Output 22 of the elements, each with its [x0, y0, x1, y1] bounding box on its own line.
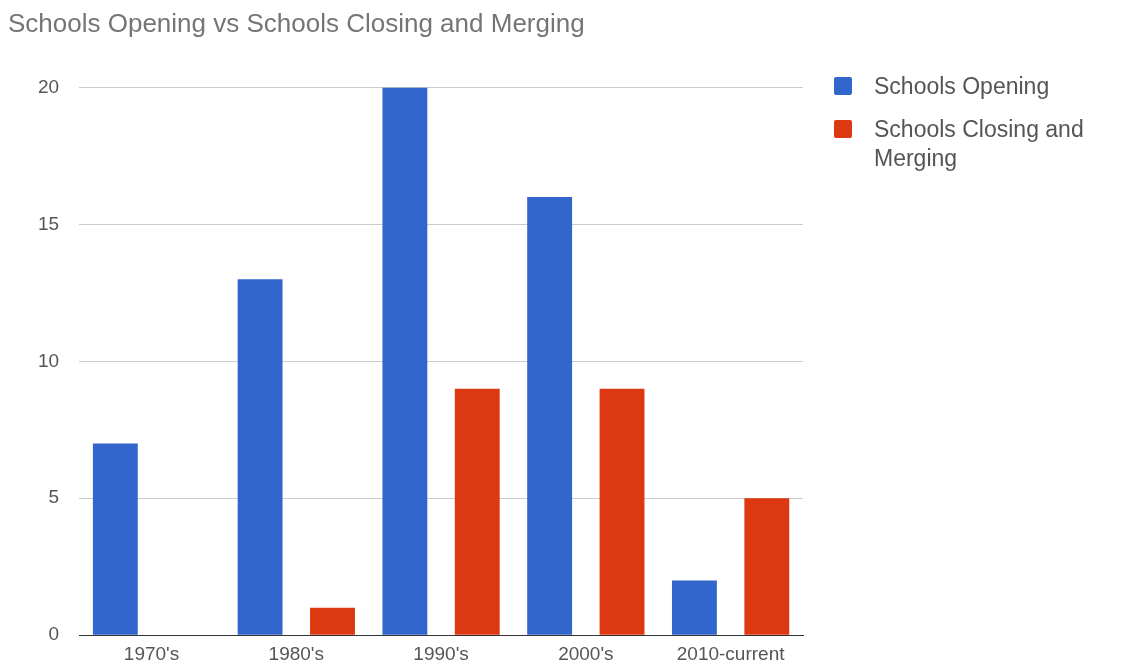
x-tick-label: 2000's	[558, 642, 614, 664]
bar	[671, 580, 717, 635]
legend-label: Schools Closing and Merging	[874, 115, 1085, 173]
x-tick-label: 1970's	[123, 642, 180, 664]
bar	[454, 388, 500, 635]
chart-title: Schools Opening vs Schools Closing and Merging	[8, 8, 585, 39]
x-tick-label: 1980's	[268, 642, 324, 664]
y-tick-label: 20	[37, 75, 60, 97]
bar	[310, 607, 355, 635]
legend-label: Schools Opening	[874, 72, 1051, 101]
bar	[92, 443, 138, 635]
y-tick-label: 0	[48, 623, 60, 645]
x-tick-label: 1990's	[413, 642, 469, 664]
bar	[382, 87, 428, 635]
x-tick-label: 2010-current	[676, 642, 786, 664]
bar	[237, 279, 283, 635]
y-tick-label: 5	[48, 486, 60, 508]
bar	[744, 498, 790, 635]
bar	[599, 388, 645, 635]
y-tick-label: 10	[37, 349, 60, 371]
bar	[527, 196, 573, 635]
y-tick-label: 15	[37, 212, 60, 234]
